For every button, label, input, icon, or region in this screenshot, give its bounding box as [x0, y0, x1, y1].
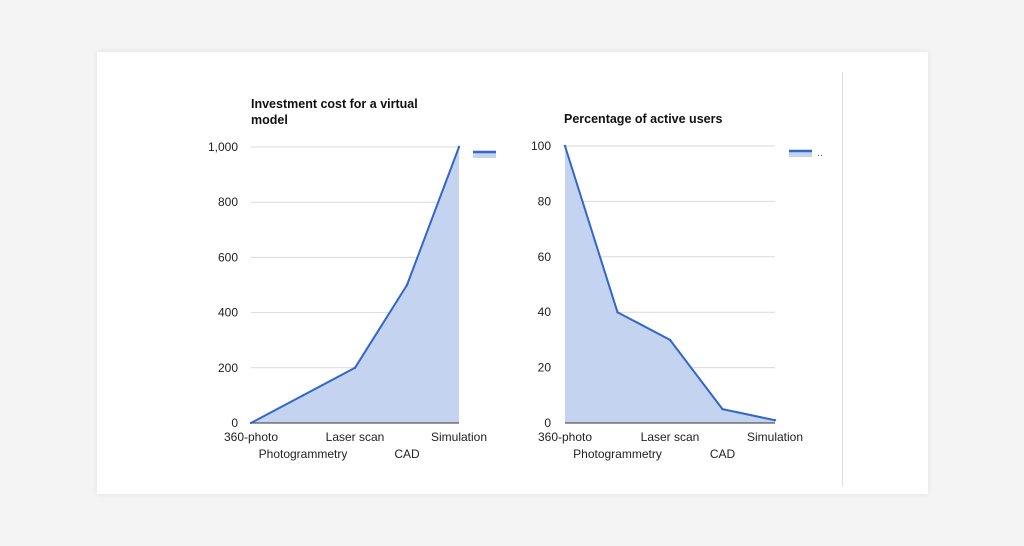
legend-label: .. [817, 147, 823, 159]
data-point [616, 311, 619, 314]
legend-swatch-fill [473, 152, 496, 158]
x-tick-label: CAD [394, 447, 420, 461]
y-tick-label: 0 [231, 416, 238, 430]
data-point [353, 366, 357, 369]
data-point [668, 338, 672, 342]
x-tick-label: Simulation [747, 430, 803, 444]
x-tick-label: Laser scan [326, 430, 385, 444]
x-tick-label: Photogrammetry [259, 447, 348, 461]
data-point [301, 394, 305, 397]
x-tick-label: Simulation [431, 430, 487, 444]
y-tick-label: 100 [531, 139, 551, 153]
data-point [457, 145, 461, 149]
chart-title-line: model [251, 113, 288, 127]
data-point [405, 283, 409, 287]
y-tick-label: 60 [538, 250, 552, 264]
series-area [565, 146, 775, 423]
data-point [563, 144, 567, 148]
y-tick-label: 200 [218, 361, 238, 375]
x-tick-label: 360-photo [538, 430, 592, 444]
x-tick-label: Photogrammetry [573, 447, 662, 461]
y-tick-label: 400 [218, 306, 238, 320]
y-tick-label: 40 [538, 305, 552, 319]
data-point [721, 407, 724, 411]
x-tick-label: 360-photo [224, 430, 278, 444]
data-point [249, 421, 253, 425]
data-point [773, 419, 777, 422]
y-tick-label: 600 [218, 250, 238, 264]
y-tick-label: 0 [544, 416, 551, 430]
right-divider [842, 72, 843, 486]
y-tick-label: 1,000 [208, 140, 238, 154]
y-tick-label: 800 [218, 195, 238, 209]
dashboard-card [97, 52, 928, 494]
legend-swatch-fill [789, 151, 812, 157]
x-tick-label: CAD [710, 447, 736, 461]
series-area [251, 147, 459, 423]
y-tick-label: 80 [538, 194, 552, 208]
x-tick-label: Laser scan [641, 430, 700, 444]
chart-title-line: Investment cost for a virtual [251, 97, 418, 111]
y-tick-label: 20 [538, 361, 552, 375]
chart-title-line: Percentage of active users [564, 112, 722, 126]
